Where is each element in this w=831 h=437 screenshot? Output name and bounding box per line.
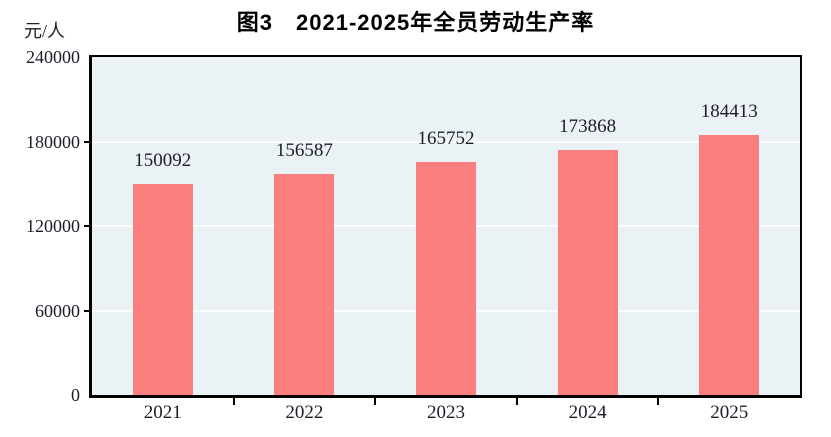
x-tick-label: 2022 bbox=[285, 402, 324, 423]
y-tick-label: 240000 bbox=[26, 47, 80, 67]
y-axis-tick bbox=[84, 309, 91, 312]
bar-value-label: 156587 bbox=[275, 140, 333, 162]
bar bbox=[416, 161, 476, 395]
bar bbox=[132, 183, 193, 395]
x-axis-tick bbox=[232, 398, 235, 405]
bar bbox=[274, 174, 335, 395]
y-axis-tick bbox=[84, 140, 91, 143]
y-tick-label: 120000 bbox=[26, 216, 80, 236]
bar-value-label: 165752 bbox=[417, 127, 475, 149]
x-tick-label: 2025 bbox=[710, 402, 749, 423]
bar-value-label: 184413 bbox=[700, 101, 758, 123]
y-tick-label: 0 bbox=[71, 385, 80, 405]
x-axis-tick bbox=[515, 398, 518, 405]
y-axis-unit-label: 元/人 bbox=[24, 21, 66, 41]
bar-value-label: 173868 bbox=[559, 116, 617, 138]
bar bbox=[699, 135, 760, 395]
bar-value-label: 150092 bbox=[134, 149, 192, 171]
x-axis-tick bbox=[657, 398, 660, 405]
x-axis-tick bbox=[374, 398, 377, 405]
gridline bbox=[92, 140, 800, 143]
y-tick-label: 60000 bbox=[35, 300, 80, 321]
x-tick-label: 2023 bbox=[426, 402, 465, 423]
y-tick-label: 180000 bbox=[26, 131, 80, 152]
y-axis-tick bbox=[84, 225, 91, 227]
chart-title: 图3 2021-2025年全员劳动生产率 bbox=[236, 10, 595, 35]
x-tick-label: 2021 bbox=[143, 402, 182, 423]
x-tick-label: 2024 bbox=[568, 402, 607, 423]
bar bbox=[557, 150, 618, 395]
